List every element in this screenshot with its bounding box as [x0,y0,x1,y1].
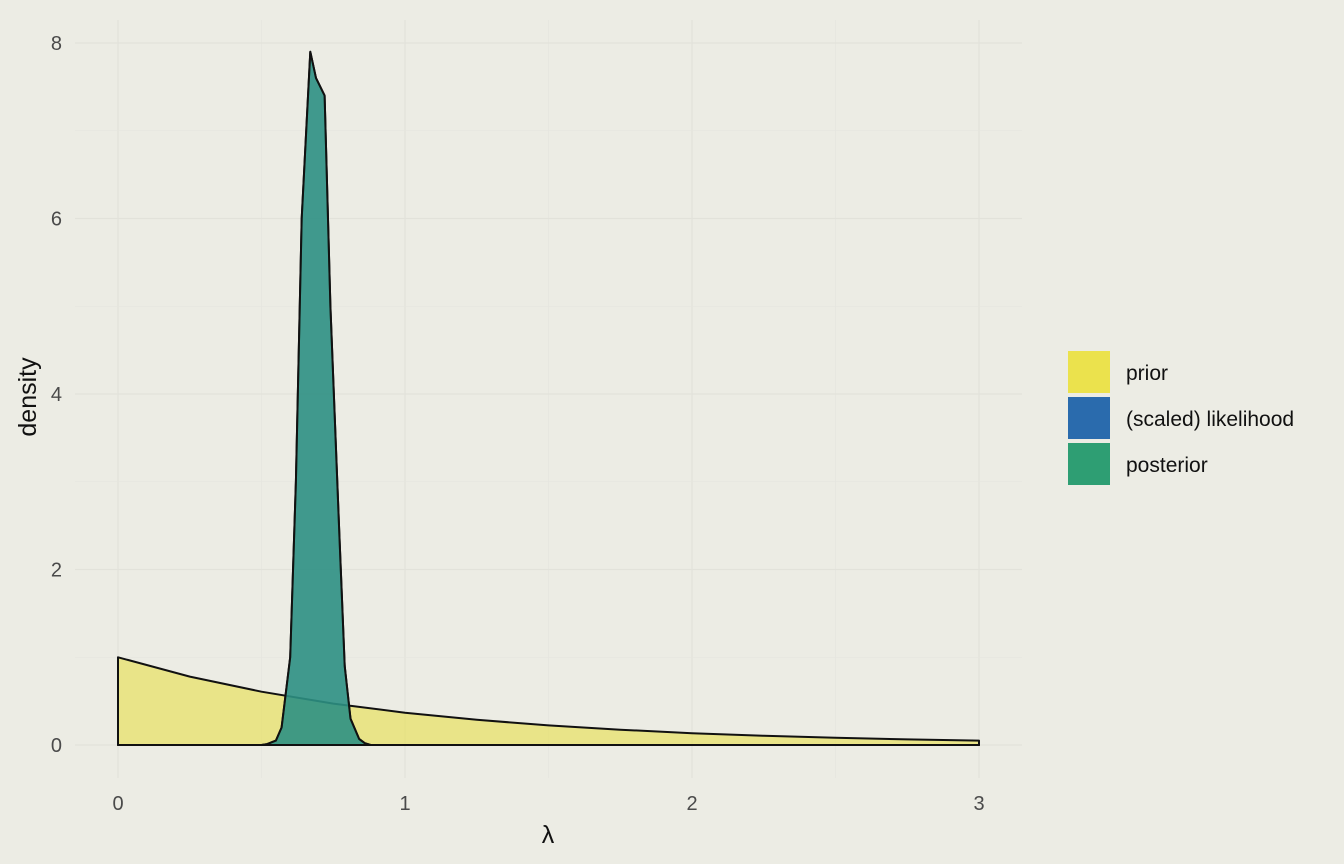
legend-label-likelihood: (scaled) likelihood [1126,408,1294,431]
legend-key-prior [1068,351,1110,393]
x-tick-label: 0 [112,793,123,815]
legend-label-prior: prior [1126,362,1168,385]
x-tick-label: 1 [399,793,410,815]
y-tick-label: 6 [51,209,62,231]
y-tick-label: 8 [51,33,62,55]
y-tick-label: 2 [51,560,62,582]
series-areas [117,50,980,746]
x-axis-title: λ [542,821,555,849]
x-tick-label: 2 [686,793,697,815]
y-axis-title: density [14,357,42,437]
y-tick-labels: 0 2 4 6 8 [51,33,62,757]
x-tick-label: 3 [973,793,984,815]
y-tick-label: 4 [51,384,62,406]
x-tick-labels: 0 1 2 3 [112,793,984,815]
legend-key-likelihood [1068,397,1110,439]
y-tick-label: 0 [51,735,62,757]
grid-lines [75,20,1022,778]
legend: prior (scaled) likelihood posterior [1068,351,1294,485]
area-posterior [117,50,980,746]
legend-label-posterior: posterior [1126,454,1208,477]
legend-key-posterior [1068,443,1110,485]
